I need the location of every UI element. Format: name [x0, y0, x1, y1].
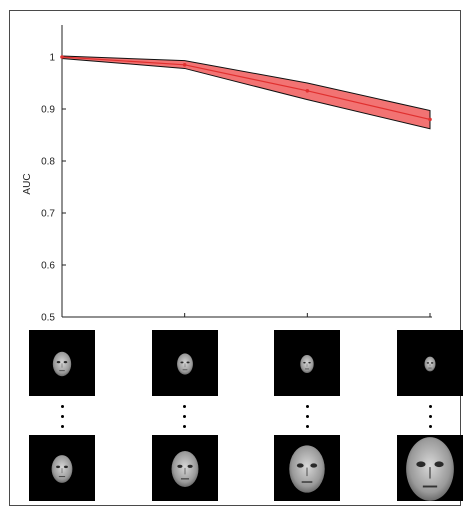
- auc-chart: 0.5 0.6 0.7 0.8 0.9 1 AUC: [22, 25, 432, 324]
- series-layer: [60, 55, 432, 130]
- data-point: [60, 55, 64, 59]
- y-tick-label: 0.7: [41, 209, 55, 220]
- face-image-small: [29, 330, 95, 396]
- ellipsis-dots: [425, 405, 435, 435]
- y-tick-label: 0.8: [41, 157, 55, 168]
- data-point: [182, 63, 187, 67]
- face-image-large: [29, 435, 95, 501]
- data-point: [428, 117, 432, 122]
- series-line: [61, 56, 431, 120]
- confidence-band: [61, 55, 431, 130]
- face-image-large: [274, 435, 341, 501]
- face-image-large: [397, 435, 463, 501]
- y-axis-label: AUC: [22, 173, 33, 194]
- figure-frame: 0.5 0.6 0.7 0.8 0.9 1 AUC: [9, 10, 463, 506]
- face-image-small: [274, 330, 341, 396]
- x-axis: [61, 313, 432, 318]
- face-image-small: [151, 330, 218, 396]
- y-tick-label: 0.5: [41, 313, 55, 324]
- face-image-small: [397, 330, 463, 396]
- face-image-large: [151, 435, 218, 501]
- y-tick-label: 1: [49, 53, 55, 64]
- ellipsis-dots: [180, 405, 190, 435]
- data-point: [305, 89, 310, 93]
- y-axis: 0.5 0.6 0.7 0.8 0.9 1: [41, 25, 66, 324]
- y-tick-label: 0.6: [41, 261, 55, 272]
- y-tick-label: 0.9: [41, 105, 55, 116]
- ellipsis-dots: [57, 405, 67, 435]
- ellipsis-dots: [302, 405, 312, 435]
